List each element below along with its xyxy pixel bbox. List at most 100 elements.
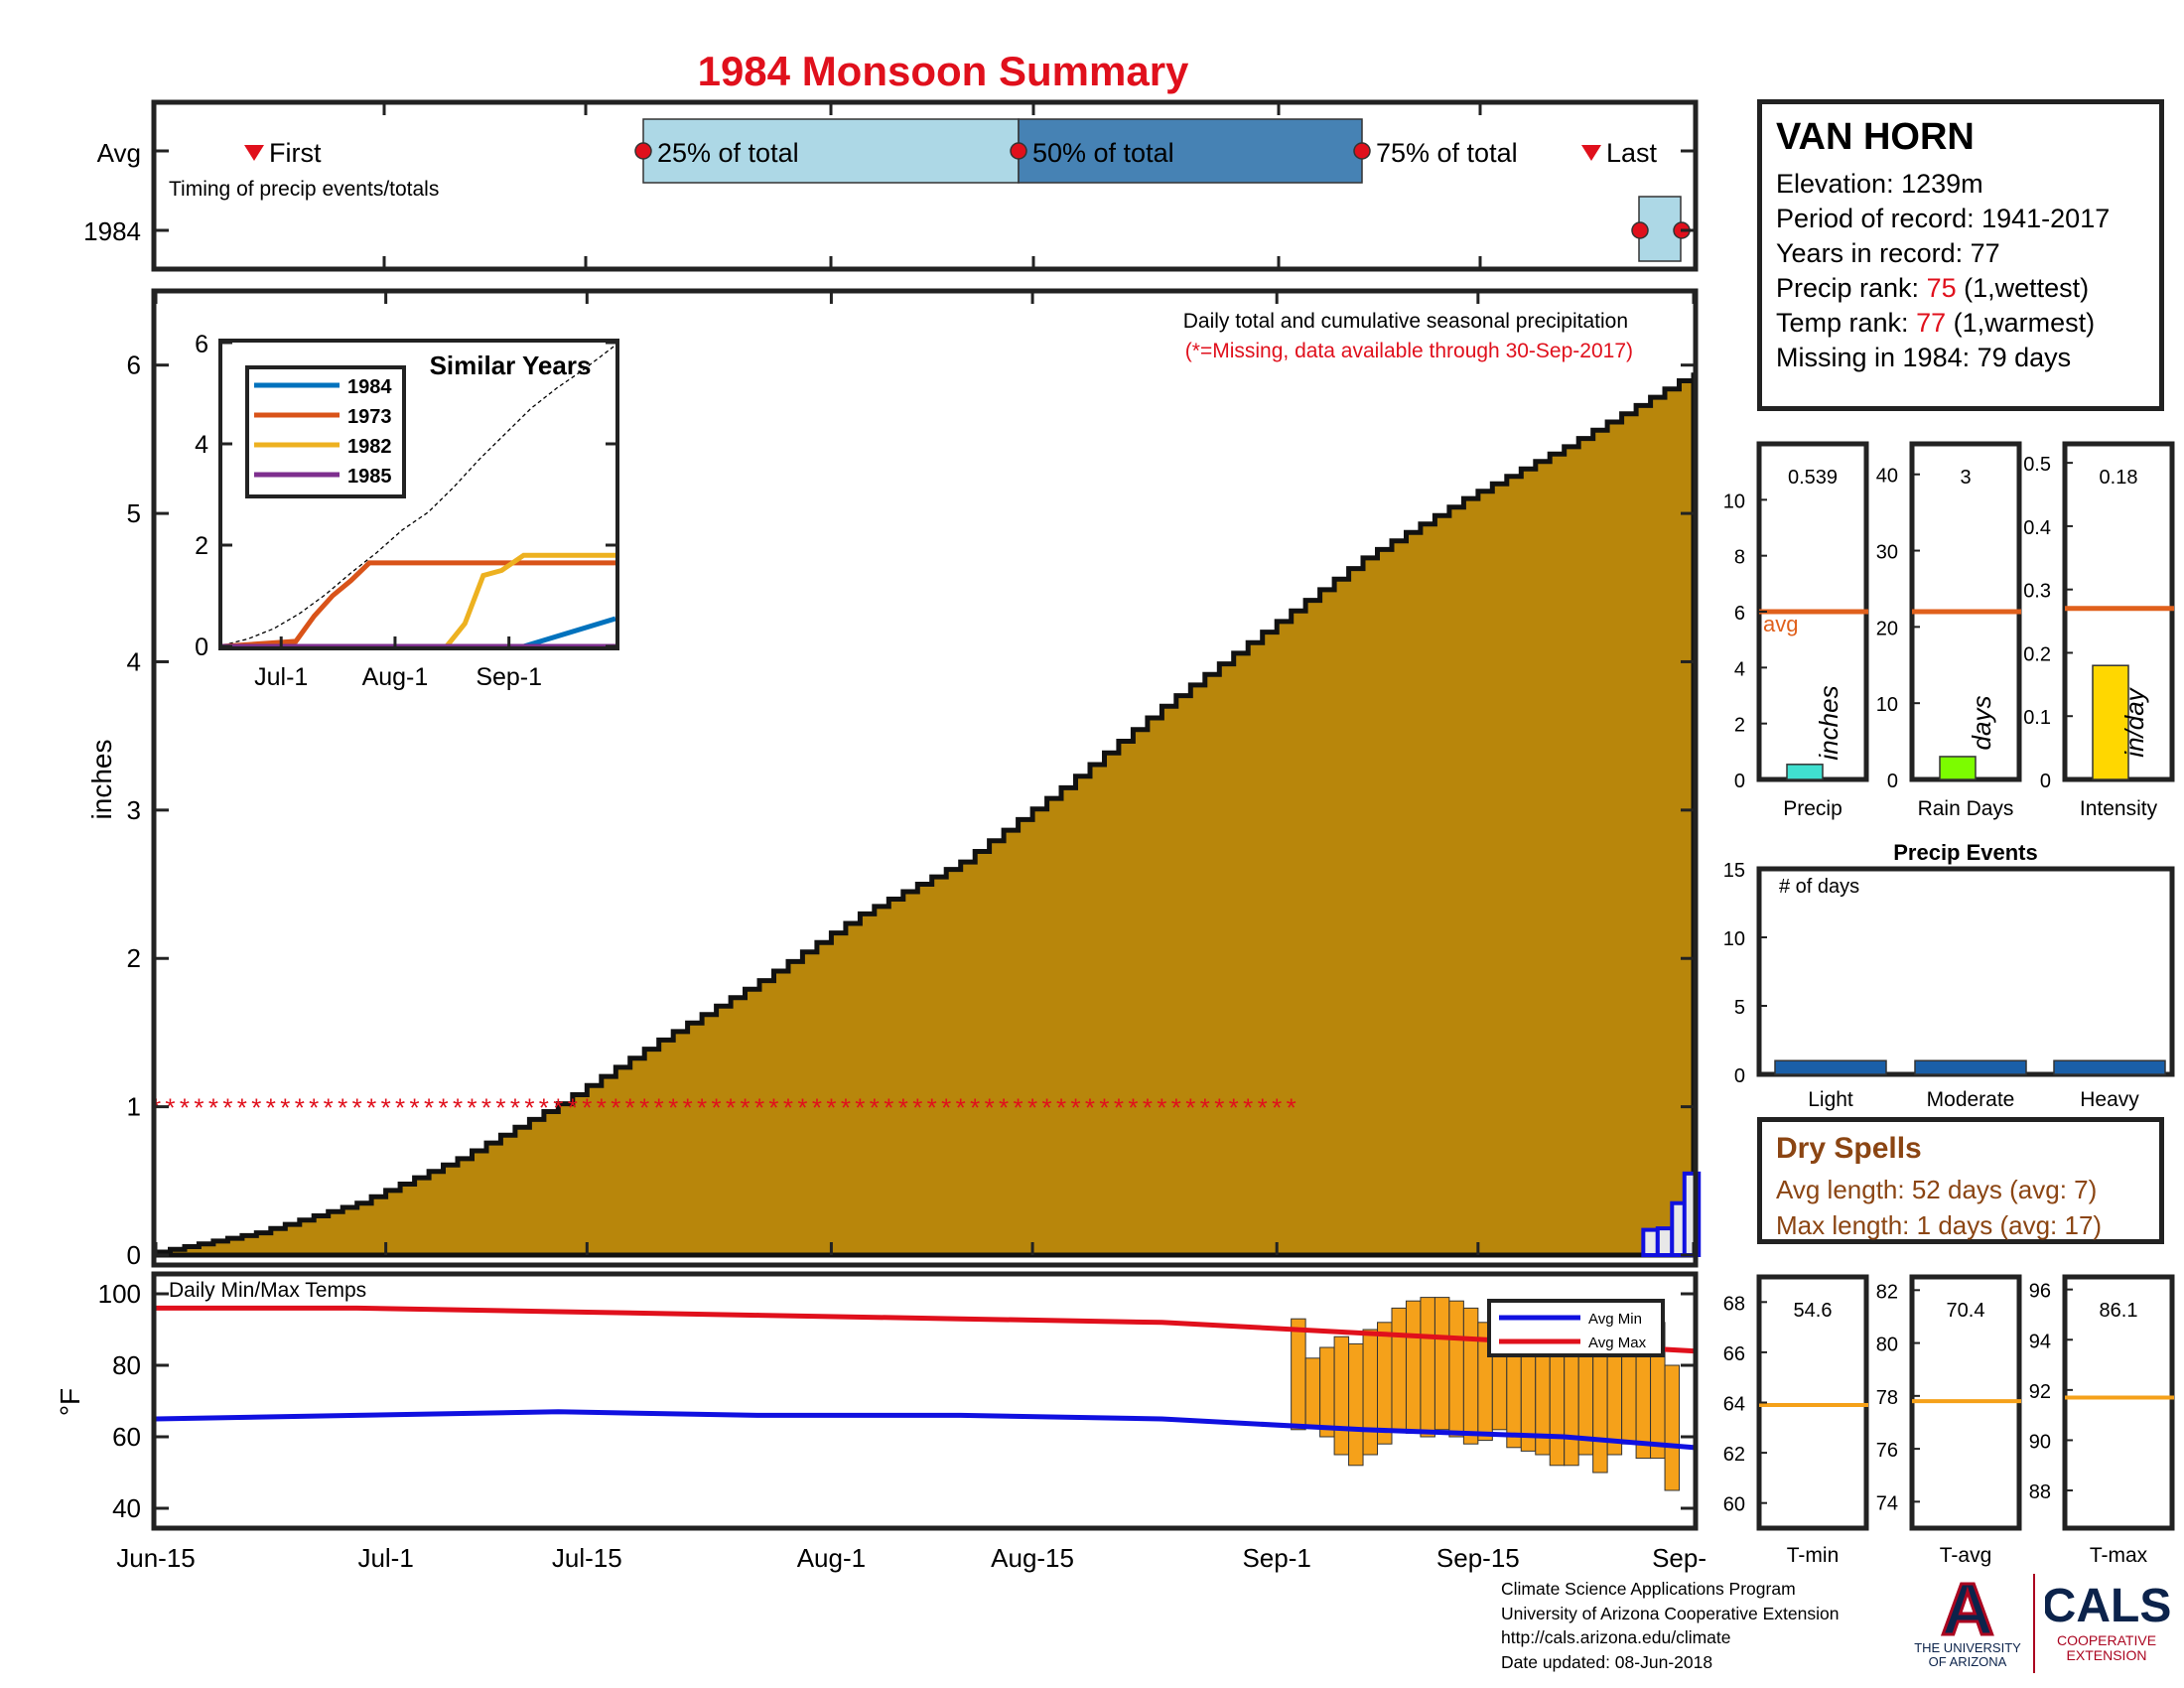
- avg-min-line: [155, 1409, 1695, 1451]
- missing-star: *: [826, 1093, 836, 1123]
- summary-tick-label: 40: [1876, 466, 1898, 488]
- missing-star: *: [884, 1093, 893, 1123]
- event-bar: [1914, 1059, 2027, 1075]
- missing-star: *: [1287, 1093, 1297, 1123]
- cals-logo-line-1: COOPERATIVE: [2057, 1632, 2156, 1648]
- p50-box: [1018, 118, 1363, 184]
- university-of-arizona-logo: A THE UNIVERSITY OF ARIZONA: [1914, 1571, 2021, 1669]
- missing-star: *: [395, 1093, 405, 1123]
- temp-panel-tick-label: 92: [2029, 1381, 2051, 1403]
- summary-tick-label: 0.3: [2023, 581, 2051, 603]
- missing-star: *: [797, 1093, 807, 1123]
- temps-chart: 40 60 80 100 Daily Min/Max Temps °F Avg Min…: [55, 1271, 1699, 1531]
- cals-logo-line-2: EXTENSION: [2067, 1647, 2147, 1663]
- summary-unit: inches: [1814, 685, 1843, 760]
- missing-star: *: [1143, 1093, 1153, 1123]
- x-tick-label: Aug-15: [991, 1543, 1074, 1573]
- cals-logo: CALS COOPERATIVE EXTENSION: [2045, 1580, 2171, 1663]
- legend-avg-min: Avg Min: [1588, 1311, 1642, 1328]
- missing-star: *: [424, 1093, 434, 1123]
- missing-star: *: [841, 1093, 851, 1123]
- footer-line-3: http://cals.arizona.edu/climate: [1501, 1627, 1731, 1647]
- similar-year-line: [221, 560, 615, 649]
- missing-star: *: [683, 1093, 693, 1123]
- missing-star: *: [941, 1093, 951, 1123]
- missing-star: *: [1041, 1093, 1051, 1123]
- summary-tick-label: 4: [1734, 658, 1745, 680]
- inset-avg-line: [221, 345, 616, 646]
- p50-marker: [1010, 142, 1027, 160]
- temp-panel-tick-label: 74: [1876, 1492, 1898, 1514]
- y-tick-label: 4: [127, 646, 141, 676]
- missing-star: *: [855, 1093, 865, 1123]
- legend-label: 1984: [347, 376, 392, 398]
- missing-star: *: [726, 1093, 736, 1123]
- y-tick-label: 6: [127, 351, 141, 380]
- missing-star: *: [1243, 1093, 1253, 1123]
- temp-panel-tick-label: 66: [1723, 1343, 1745, 1365]
- station-elevation: Elevation: 1239m: [1776, 169, 1983, 199]
- missing-days: Missing in 1984: 79 days: [1776, 343, 2072, 372]
- p50-label: 50% of total: [1032, 138, 1174, 168]
- summary-panel-precip: avg 0 2 4 6 8 10 0.539 inches Precip: [1723, 441, 1869, 820]
- summary-tick-label: 0.4: [2023, 517, 2051, 539]
- missing-star: *: [495, 1093, 505, 1123]
- event-category-label: Moderate: [1927, 1088, 2015, 1111]
- inset-title: Similar Years: [430, 351, 592, 380]
- missing-star: *: [582, 1093, 592, 1123]
- missing-star: *: [1070, 1093, 1080, 1123]
- y-tick-label: 0: [127, 1240, 141, 1270]
- summary-value: 0.18: [2100, 467, 2138, 489]
- summary-bar: [1786, 764, 1824, 780]
- ua-logo-line-2: OF ARIZONA: [1929, 1654, 2007, 1669]
- temp-caption: Daily Min/Max Temps: [169, 1279, 366, 1302]
- summary-panel-intensity: 0 0.1 0.2 0.3 0.4 0.5 0.18 in/day Intensity: [2023, 441, 2175, 820]
- missing-star: *: [1056, 1093, 1066, 1123]
- missing-star: *: [524, 1093, 534, 1123]
- missing-star: *: [1214, 1093, 1224, 1123]
- dry-spells-avg: Avg length: 52 days (avg: 7): [1776, 1175, 2098, 1204]
- temp-panel-tick-label: 80: [1876, 1335, 1898, 1356]
- event-category-label: Light: [1808, 1088, 1853, 1111]
- x-tick-label: Aug-1: [797, 1543, 866, 1573]
- ua-logo-line-1: THE UNIVERSITY: [1914, 1640, 2021, 1655]
- temp-y-tick-label: 60: [112, 1422, 141, 1452]
- temp-panel-label: T-min: [1787, 1544, 1840, 1567]
- events-tick-label: 0: [1734, 1065, 1745, 1087]
- missing-star: *: [222, 1093, 232, 1123]
- station-info-box: VAN HORN Elevation: 1239m Period of reco…: [1757, 99, 2164, 411]
- temp-panel-tick-label: 76: [1876, 1440, 1898, 1462]
- temp-panel-value: 54.6: [1794, 1300, 1833, 1322]
- missing-star: *: [1014, 1093, 1024, 1123]
- summary-tick-label: 0: [1734, 771, 1745, 792]
- missing-star: *: [740, 1093, 750, 1123]
- main-precip-chart: * * * * * * * * * * * * * * * * * * * * * * * * * * * * * * * * * * * * * * * *…: [86, 288, 1707, 1573]
- inset-y-tick-label: 6: [195, 331, 208, 358]
- x-tick-label: Sep-30: [1652, 1543, 1707, 1573]
- missing-star: *: [970, 1093, 980, 1123]
- summary-tick-label: 6: [1734, 603, 1745, 625]
- y-tick-label: 3: [127, 795, 141, 825]
- legend-label: 1985: [347, 466, 392, 488]
- missing-star: *: [165, 1093, 175, 1123]
- summary-tick-label: 0.5: [2023, 454, 2051, 476]
- x-tick-label: Jul-15: [552, 1543, 622, 1573]
- missing-star: *: [956, 1093, 966, 1123]
- missing-star: *: [754, 1093, 764, 1123]
- temp-legend: [1487, 1299, 1665, 1357]
- main-y-label: inches: [86, 740, 117, 820]
- missing-star: *: [1027, 1093, 1037, 1123]
- footer-line-1: Climate Science Applications Program: [1501, 1579, 1796, 1599]
- temp-panel-tick-label: 90: [2029, 1431, 2051, 1453]
- inset-y-tick-label: 2: [195, 532, 208, 560]
- avg-tag: avg: [1763, 612, 1798, 636]
- summary-tick-label: 0.1: [2023, 707, 2051, 729]
- missing-note: (*=Missing, data available through 30-Se…: [1185, 340, 1633, 362]
- events-tick-label: 10: [1723, 928, 1745, 950]
- missing-star: *: [611, 1093, 620, 1123]
- missing-star: *: [1128, 1093, 1138, 1123]
- p25-marker: [634, 142, 652, 160]
- y1984-first-marker: [1631, 221, 1649, 239]
- station-period: Period of record: 1941-2017: [1776, 204, 2111, 233]
